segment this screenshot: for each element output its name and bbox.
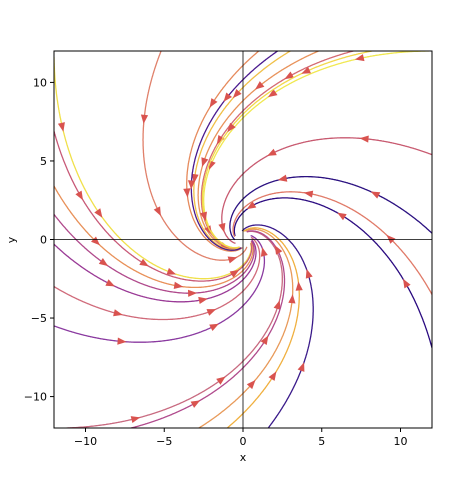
streamline-arrow <box>57 122 65 132</box>
streamline-arrow <box>216 135 225 145</box>
streamline-arrow <box>140 114 149 124</box>
streamline <box>233 197 432 349</box>
streamline-arrow <box>117 337 127 345</box>
streamline-arrow <box>94 208 103 218</box>
y-tick-label: 10 <box>33 76 47 89</box>
streamline-arrow <box>403 278 411 289</box>
streamline <box>197 51 319 250</box>
streamline <box>226 227 300 428</box>
streamline <box>54 239 257 303</box>
streamline-arrow <box>303 190 314 198</box>
streamline <box>131 230 286 428</box>
streamline <box>54 234 266 343</box>
streamline-arrow <box>297 362 305 372</box>
streamline-arrow <box>209 160 216 170</box>
streamline <box>241 224 314 428</box>
streamline <box>66 230 283 428</box>
streamline-arrow <box>274 245 283 255</box>
streamline <box>54 57 252 280</box>
streamline-arrow <box>246 380 256 390</box>
streamline <box>229 175 432 241</box>
streamline <box>54 213 255 294</box>
streamline-arrow <box>190 400 201 408</box>
streamline-arrow <box>113 309 123 317</box>
streamline-arrow <box>183 188 191 198</box>
streamline-arrow <box>130 416 141 423</box>
streamline-arrow <box>337 212 347 221</box>
streamline <box>54 130 253 282</box>
streamline-arrow <box>173 281 184 289</box>
streamline-arrow <box>206 309 217 316</box>
streamline-arrow <box>284 71 294 80</box>
streamline-arrow <box>227 122 236 133</box>
streamline-arrow <box>354 54 365 62</box>
streamline-arrow <box>223 92 232 102</box>
streamline-arrow <box>301 66 311 74</box>
streamline <box>142 51 248 261</box>
streamline-arrow <box>204 225 212 235</box>
streamline <box>203 51 429 249</box>
streamline-arrow <box>166 267 177 275</box>
streamline-arrow <box>105 279 115 287</box>
streamline-arrow <box>229 269 240 278</box>
streamline-arrow <box>139 258 149 267</box>
x-tick-label: 10 <box>394 435 408 448</box>
streamline-arrow <box>268 89 278 98</box>
streamline-arrow <box>227 256 238 264</box>
x-tick-label: 0 <box>240 435 247 448</box>
y-axis-label: y <box>5 236 18 243</box>
streamline-arrow <box>295 281 303 291</box>
streamline <box>221 137 432 244</box>
streamline-arrow <box>91 236 100 246</box>
streamline <box>190 51 278 251</box>
streamline-arrow <box>98 258 109 267</box>
streamline-arrow <box>209 323 219 331</box>
streamline-arrow <box>209 98 218 108</box>
streamline <box>232 191 432 295</box>
streamline <box>193 51 291 251</box>
y-axis-ticks: −10 −5 0 5 10 <box>24 76 54 404</box>
x-axis-ticks: −10 −5 0 5 10 <box>74 428 408 448</box>
streamline-arrow <box>305 268 313 279</box>
streamline-arrow <box>260 247 268 257</box>
streamline-arrow <box>246 201 257 210</box>
y-tick-label: −5 <box>31 312 47 325</box>
x-axis-label: x <box>240 451 247 464</box>
x-tick-label: 5 <box>318 435 325 448</box>
y-tick-label: 5 <box>40 155 47 168</box>
streamline-arrow <box>218 222 226 233</box>
streamline-arrow <box>201 157 209 167</box>
y-tick-label: −10 <box>24 391 47 404</box>
streamline-arrow <box>288 294 296 304</box>
streamline-arrow <box>277 174 288 182</box>
streamline-arrow <box>273 300 281 310</box>
streamline-arrow <box>216 376 226 385</box>
streamline-arrow <box>255 81 265 90</box>
streamline-arrow <box>198 296 208 304</box>
y-tick-label: 0 <box>40 234 47 247</box>
streamline-arrow <box>188 289 198 297</box>
x-tick-label: −5 <box>156 435 172 448</box>
x-tick-label: −10 <box>74 435 97 448</box>
streamline-arrow <box>268 371 277 381</box>
streamline <box>54 185 254 289</box>
streamline-arrow <box>370 191 381 199</box>
streamline-arrow <box>232 89 242 99</box>
streamline-arrow <box>359 135 369 143</box>
streamline-arrow <box>200 211 207 222</box>
streamline <box>54 236 261 321</box>
streamline <box>198 228 294 428</box>
streamline <box>186 51 260 252</box>
streamline-arrow <box>187 180 196 190</box>
streamline-arrow <box>75 190 83 201</box>
streamline-arrow <box>191 173 199 184</box>
streamline-arrow <box>267 148 277 156</box>
streamlines-group <box>54 51 432 428</box>
streamline-arrow <box>260 335 269 345</box>
streamline-arrow <box>153 206 161 216</box>
